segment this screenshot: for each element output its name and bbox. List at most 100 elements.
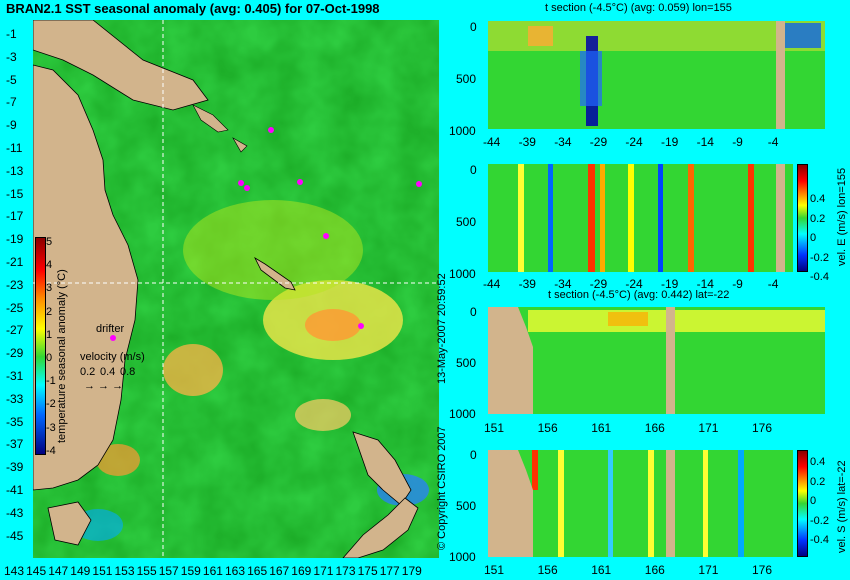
lon-tick-label: 175 — [357, 564, 378, 578]
drifter-point — [297, 179, 303, 185]
velocity-legend-tick-3: 0.8 — [120, 366, 136, 378]
panel4-xtick: 156 — [537, 563, 558, 577]
colorbar-tick-label: 3 — [46, 282, 53, 295]
panel3-plot — [488, 307, 825, 414]
lat-tick-label: -1 — [6, 27, 17, 41]
lat-tick-label: -35 — [6, 414, 24, 429]
panel1-ytick: 1000 — [449, 124, 476, 138]
panel3-xtick: 151 — [484, 421, 505, 435]
panel2-plot — [488, 164, 793, 272]
lat-tick-label: -27 — [6, 323, 24, 338]
panel4-plot — [488, 450, 793, 557]
panel2-cbar-tick: 0.4 — [810, 193, 826, 205]
lat-tick-label: -9 — [6, 118, 17, 133]
panel2-side-label: vel. E (m/s) lon=155 — [836, 167, 848, 266]
panel4-ytick: 1000 — [449, 550, 476, 564]
panel2-xtick: -39 — [518, 277, 536, 291]
panel1-xtick: -29 — [589, 135, 608, 149]
panel1-land — [776, 21, 785, 129]
lon-tick-label: 169 — [291, 564, 312, 578]
panel2-xtick: -34 — [554, 277, 572, 291]
panel4-xtick: 161 — [591, 563, 612, 577]
panel1-xtick: -39 — [518, 135, 536, 149]
panel3-xtick: 156 — [537, 421, 558, 435]
nz-south-island — [342, 497, 419, 558]
panel2-cbar-tick: -0.4 — [810, 271, 829, 283]
drifter-point — [323, 233, 329, 239]
panel1-xtick: -14 — [696, 135, 714, 149]
panel4-cbar-tick: 0 — [810, 495, 817, 507]
lat-tick-label: -37 — [6, 437, 24, 452]
drifter-point — [244, 185, 250, 191]
panel1-xtick: -34 — [554, 135, 572, 149]
lon-tick-label: 161 — [202, 564, 223, 578]
panel3-xtick: 161 — [591, 421, 612, 435]
lon-tick-label: 143 — [4, 564, 25, 578]
panel2-xtick: -29 — [589, 277, 608, 291]
panel2-ytick: 500 — [456, 215, 477, 229]
drifter-point — [238, 180, 244, 186]
panel2-xtick: -44 — [483, 277, 501, 291]
panel3-title: t section (-4.5°C) (avg: 0.442) lat=-22 — [548, 289, 730, 301]
colorbar-tick-label: -3 — [46, 421, 56, 434]
lat-tick-label: -17 — [6, 209, 24, 224]
lon-tick-label: 171 — [313, 564, 334, 578]
australia-land — [33, 64, 139, 491]
lat-tick-label: -25 — [6, 300, 24, 315]
colorbar-tick-label: 4 — [46, 259, 53, 272]
lat-tick-label: -41 — [6, 483, 24, 497]
map-title: BRAN2.1 SST seasonal anomaly (avg: 0.405… — [6, 1, 380, 16]
panel4-xtick: 166 — [644, 563, 665, 577]
lon-tick-label: 159 — [180, 564, 201, 578]
panel2-xtick: -24 — [625, 277, 643, 291]
colorbar-tick-label: -2 — [46, 398, 56, 411]
new-caledonia — [254, 256, 296, 291]
drifter-point — [110, 335, 116, 341]
sst-map — [33, 20, 439, 558]
panel4-ytick: 0 — [470, 448, 477, 462]
panel2-ytick: 1000 — [449, 267, 476, 281]
tasmania-land — [47, 501, 92, 546]
panel3-xtick: 171 — [698, 421, 719, 435]
lat-tick-label: -31 — [6, 369, 24, 383]
panel1-xtick: -9 — [732, 135, 743, 149]
drifters — [110, 127, 422, 341]
lat-tick-label: -11 — [6, 141, 23, 155]
drifter-point — [416, 181, 422, 187]
velocity-legend-tick-1: 0.2 — [80, 366, 96, 378]
lat-tick-label: -15 — [6, 186, 24, 201]
lon-tick-label: 179 — [401, 564, 422, 578]
colorbar-label: temperature seasonal anomaly (°C) — [56, 269, 68, 443]
panel4-cbar-tick: 0.2 — [810, 475, 826, 488]
panel2-xtick: -9 — [732, 277, 743, 291]
panel1-ytick: 500 — [456, 72, 477, 86]
panel1-title: t section (-4.5°C) (avg: 0.059) lon=155 — [545, 2, 732, 14]
panel4-cbar-tick: 0.4 — [810, 456, 826, 468]
drifter-point — [358, 323, 364, 329]
lat-tick-label: -5 — [6, 72, 17, 87]
panel1-xtick: -19 — [661, 135, 679, 149]
lon-tick-label: 145 — [26, 564, 47, 578]
lat-tick-label: -29 — [6, 346, 24, 361]
colorbar-tick-label: 0 — [46, 352, 53, 364]
lon-tick-label: 155 — [136, 564, 157, 578]
timestamp: 13-May-2007 20:59:52 — [436, 273, 448, 384]
warm-eddy — [163, 344, 223, 396]
lon-tick-label: 163 — [225, 564, 246, 578]
colorbar-tick-label: 2 — [46, 305, 53, 318]
lon-tick-label: 153 — [114, 564, 135, 578]
lon-tick-label: 177 — [379, 564, 400, 578]
colorbar-tick-label: 5 — [46, 236, 53, 248]
colorbar-tick-label: 1 — [46, 328, 53, 341]
velocity-arrows: → → → — [84, 380, 124, 392]
lon-tick-label: 151 — [92, 564, 113, 578]
panel4-ytick: 500 — [456, 499, 477, 513]
lon-tick-label: 167 — [269, 564, 290, 578]
panel1-ytick: 0 — [470, 20, 477, 34]
colorbar-tick-label: -4 — [46, 444, 56, 457]
panel4-land — [488, 450, 533, 557]
drifter-legend-label: drifter — [96, 323, 125, 335]
velocity-legend-tick-2: 0.4 — [100, 366, 116, 378]
lat-tick-label: -45 — [6, 528, 24, 543]
panel4-xtick: 151 — [484, 563, 505, 577]
